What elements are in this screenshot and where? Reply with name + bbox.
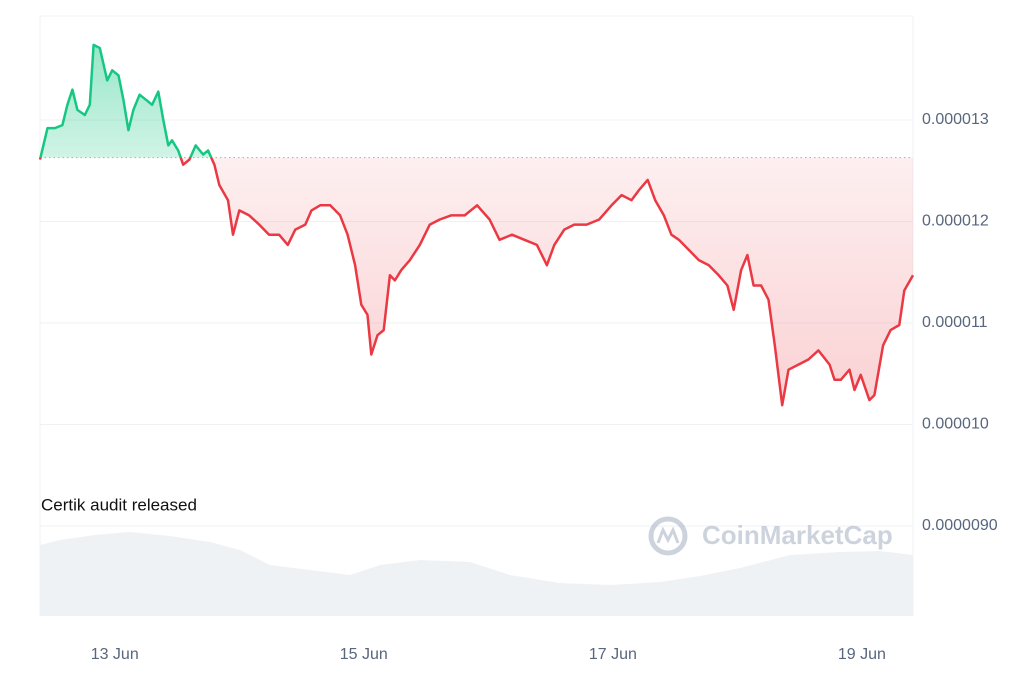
price-line <box>38 43 915 407</box>
watermark-logo-mark <box>656 526 680 544</box>
watermark-logo <box>648 516 688 556</box>
x-tick-label: 19 Jun <box>838 646 886 663</box>
volume-area <box>40 532 913 616</box>
x-tick-label: 13 Jun <box>91 646 139 663</box>
annotation: Certik audit released <box>41 495 197 514</box>
y-tick-label: 0.000010 <box>922 416 989 433</box>
y-tick-label: 0.000011 <box>922 314 988 331</box>
x-tick-label: 15 Jun <box>340 646 388 663</box>
y-tick-label: 0.0000090 <box>922 517 998 534</box>
y-tick-label: 0.000012 <box>922 213 989 230</box>
watermark: CoinMarketCap <box>648 516 893 556</box>
y-tick-label: 0.000013 <box>922 111 989 128</box>
price-area <box>40 44 913 406</box>
x-tick-label: 17 Jun <box>589 646 637 663</box>
watermark-text: CoinMarketCap <box>702 520 893 550</box>
